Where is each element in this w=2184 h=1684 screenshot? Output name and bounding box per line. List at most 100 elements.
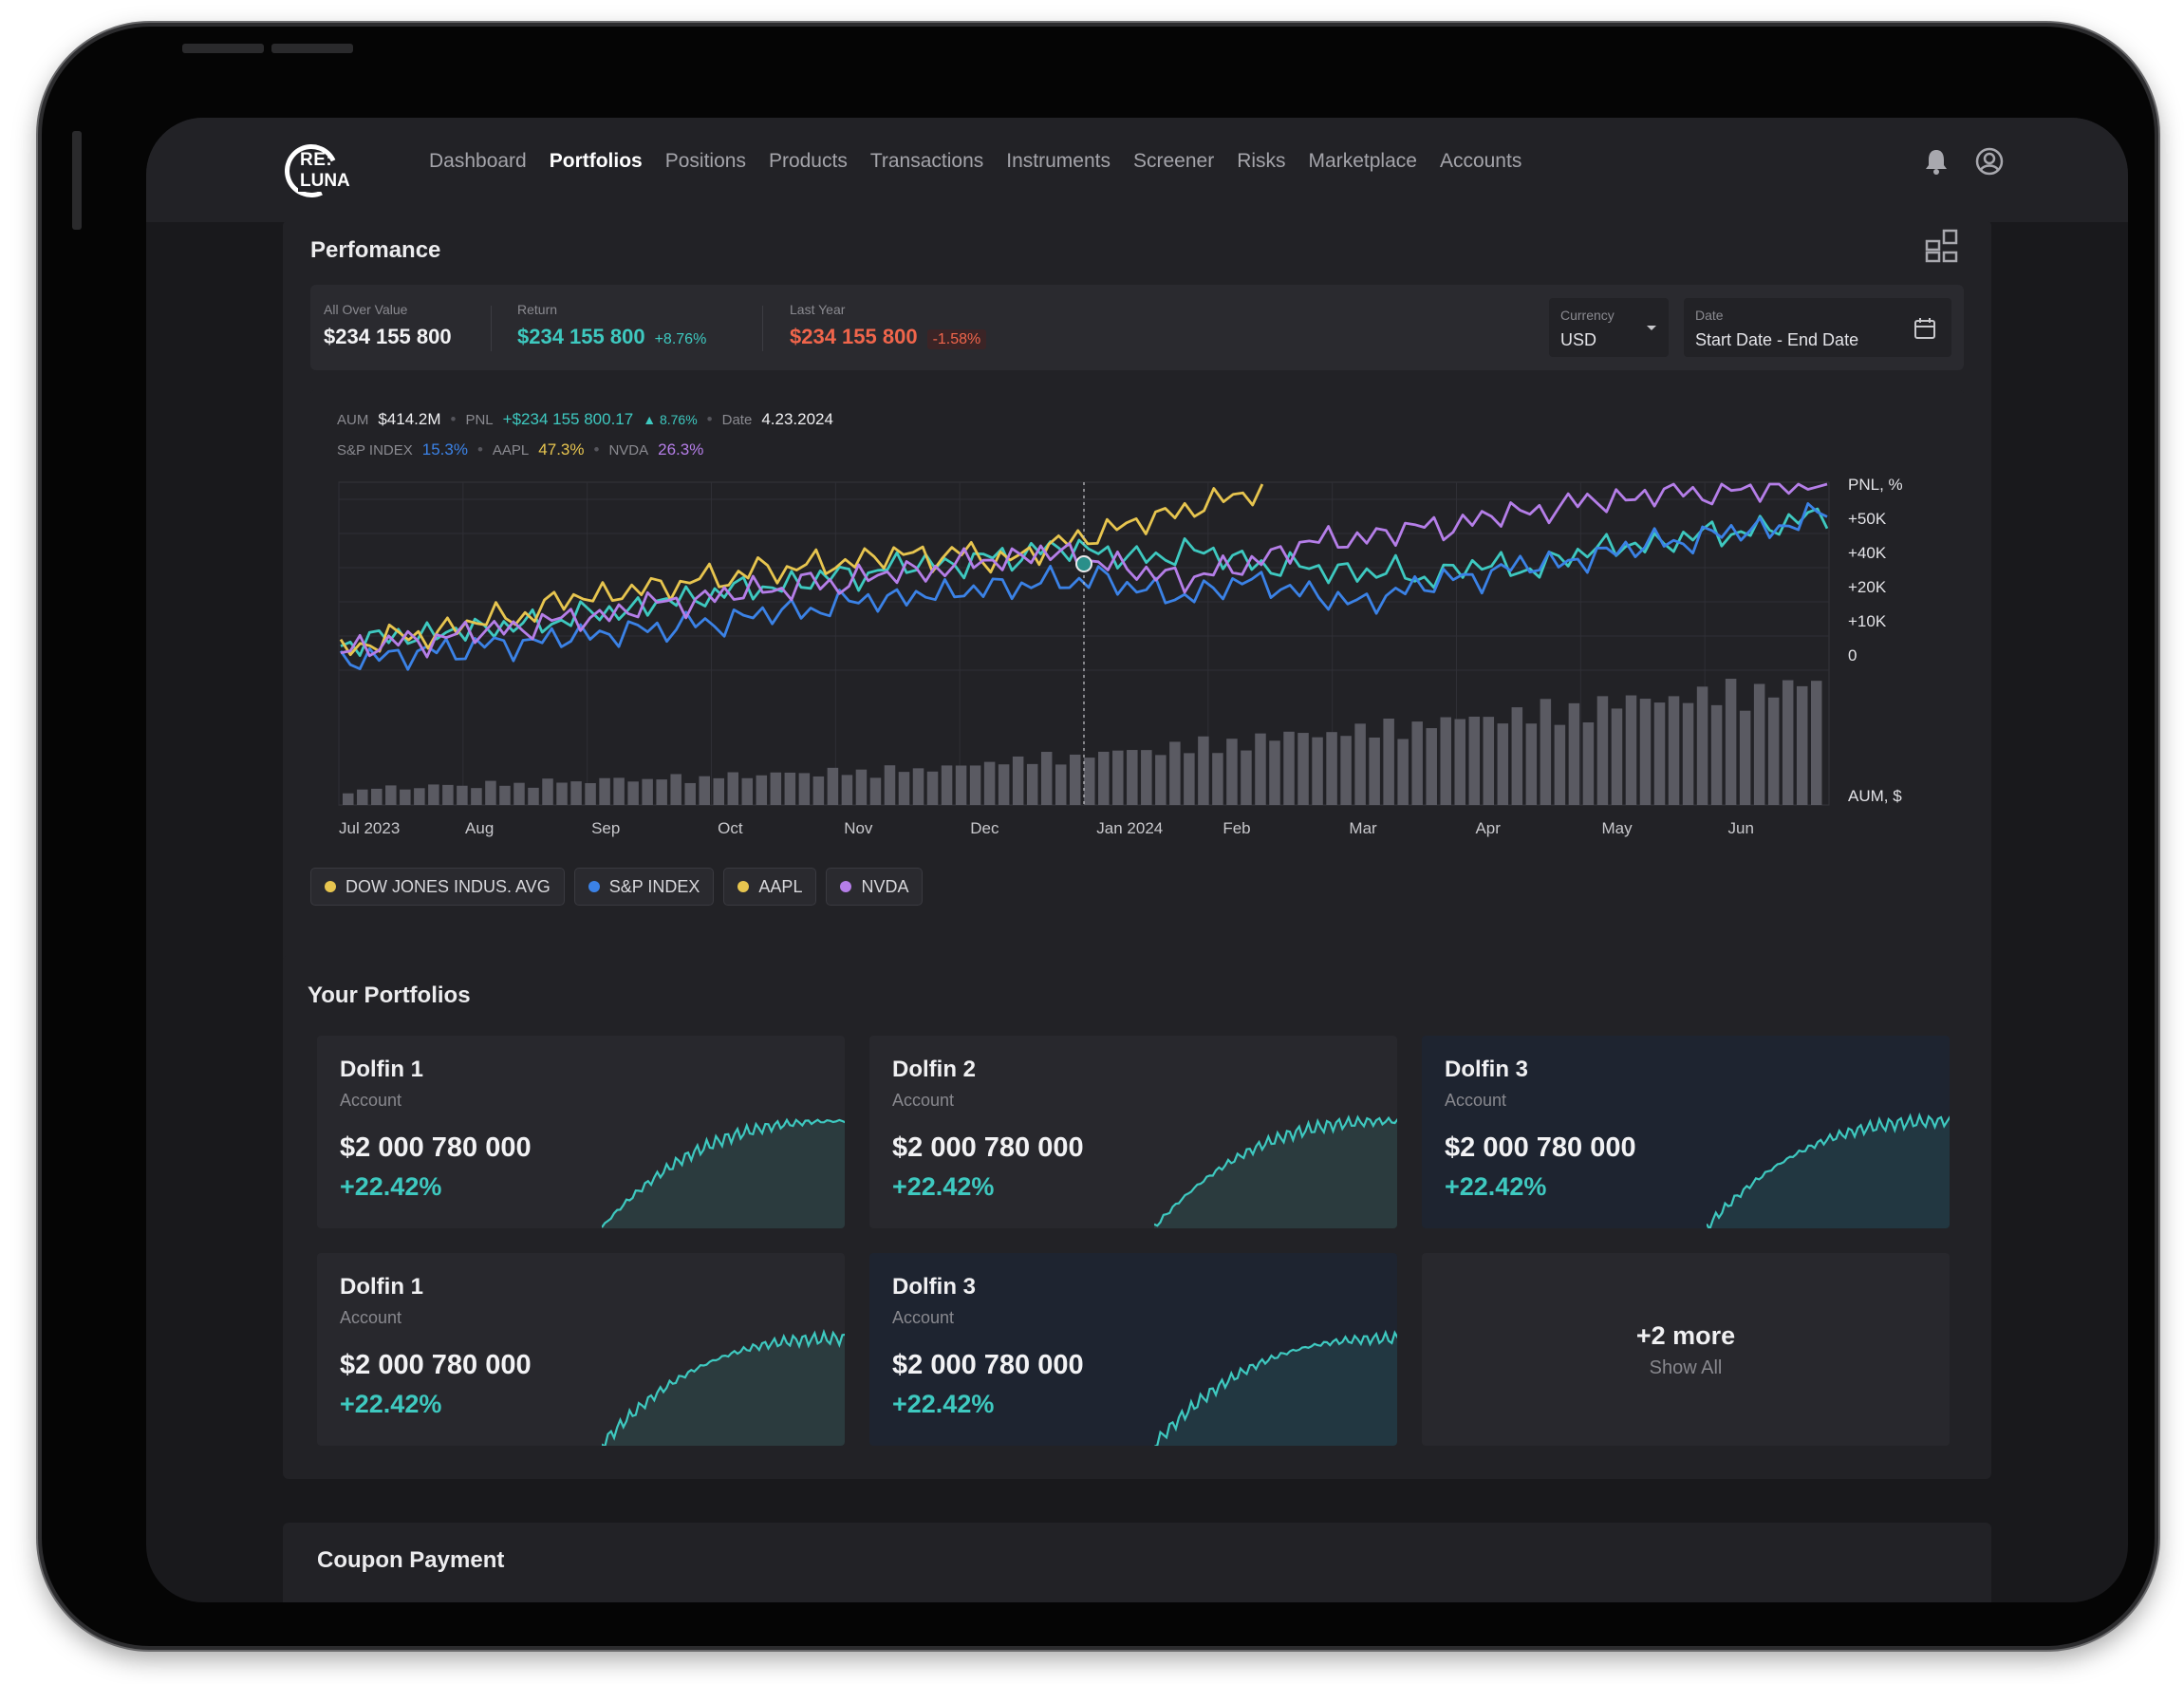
portfolio-card[interactable]: Dolfin 3 Account $2 000 780 000 +22.42% — [869, 1253, 1397, 1446]
nav-item-positions[interactable]: Positions — [664, 150, 746, 172]
aum-bar — [1568, 702, 1580, 805]
aum-bar — [684, 782, 696, 805]
coupon-section — [283, 1523, 1991, 1602]
currency-select[interactable]: Currency USD — [1549, 298, 1669, 357]
nav-item-risks[interactable]: Risks — [1237, 150, 1286, 172]
aum-bar — [1810, 681, 1822, 805]
nav-item-accounts[interactable]: Accounts — [1439, 150, 1522, 172]
nav-icons — [1923, 146, 2005, 177]
portfolio-card[interactable]: Dolfin 2 Account $2 000 780 000 +22.42% — [869, 1036, 1397, 1228]
aum-bar — [1468, 716, 1481, 805]
aum-bar — [556, 782, 568, 805]
x-axis-label: Jul 2023 — [339, 819, 400, 837]
aum-bar — [1710, 704, 1723, 805]
chevron-down-icon — [1647, 326, 1656, 330]
aum-bar — [1397, 739, 1409, 805]
legend-item-nvda[interactable]: NVDA — [826, 868, 924, 906]
tooltip-sp-value: 15.3% — [421, 440, 468, 458]
layout-grid-icon[interactable] — [1925, 228, 1961, 264]
aum-bar — [1354, 723, 1366, 805]
portfolios-title: Your Portfolios — [308, 982, 471, 1008]
portfolio-type: Account — [1445, 1091, 1507, 1110]
currency-value: USD — [1560, 330, 1597, 349]
aum-bar — [1226, 739, 1238, 805]
aum-bar — [727, 772, 739, 805]
sparkline-area — [1154, 1116, 1397, 1228]
portfolio-sparkline — [1154, 1114, 1397, 1228]
portfolio-name: Dolfin 2 — [892, 1057, 976, 1082]
bell-icon[interactable] — [1923, 147, 1950, 176]
sparkline-area — [602, 1332, 845, 1446]
aum-bar — [1269, 740, 1280, 805]
sparkline-line — [1154, 1114, 1397, 1227]
aum-bar — [570, 781, 582, 805]
aum-bar — [499, 785, 511, 805]
y-axis-label: +50K — [1848, 510, 1887, 528]
portfolio-card[interactable]: Dolfin 3 Account $2 000 780 000 +22.42% — [1422, 1036, 1950, 1228]
nav-item-dashboard[interactable]: Dashboard — [429, 150, 527, 172]
aum-bar — [998, 764, 1010, 805]
portfolio-sparkline — [602, 1328, 845, 1446]
chart-tooltip-row1: AUM $414.2M • PNL +$234 155 800.17 ▲ 8.7… — [337, 410, 833, 428]
nav-item-transactions[interactable]: Transactions — [869, 150, 984, 172]
aum-bar — [1169, 741, 1181, 805]
aum-bar — [1184, 753, 1195, 805]
top-navigation: RE: LUNA Dashboard Portfolios Positions … — [146, 118, 2128, 222]
tooltip-sp-label: S&P INDEX — [337, 441, 413, 458]
aum-bar — [642, 778, 653, 805]
show-all-portfolios-card[interactable]: +2 more Show All — [1422, 1253, 1950, 1446]
nav-item-screener[interactable]: Screener — [1132, 150, 1215, 172]
portfolio-amount: $2 000 780 000 — [340, 1350, 532, 1380]
aum-bar — [542, 778, 553, 805]
chart-canvas[interactable]: Jul 2023 Aug Sep Oct Nov Dec Jan 2024 Feb Mar Apr… — [310, 389, 1964, 851]
tablet-button-side — [72, 131, 82, 230]
aum-bar — [941, 765, 953, 805]
logo-text-bottom: LUNA — [298, 171, 352, 192]
aum-bar — [1069, 754, 1081, 805]
sparkline-area — [1156, 1332, 1397, 1446]
main-nav: Dashboard Portfolios Positions Products … — [429, 150, 1521, 173]
aum-bar — [1326, 732, 1337, 805]
aum-bar — [1725, 679, 1737, 805]
portfolio-sparkline — [1154, 1329, 1397, 1446]
legend-label: DOW JONES INDUS. AVG — [345, 876, 551, 896]
nav-item-instruments[interactable]: Instruments — [1006, 150, 1111, 172]
portfolio-type: Account — [340, 1308, 402, 1327]
stat-return-value: $234 155 800 — [517, 325, 645, 348]
portfolio-card[interactable]: Dolfin 1 Account $2 000 780 000 +22.42% — [317, 1253, 845, 1446]
tooltip-pnl-label: PNL — [465, 411, 494, 428]
aum-bar — [670, 774, 681, 805]
y-axis-label: PNL, % — [1848, 476, 1903, 494]
user-avatar-icon[interactable] — [1974, 146, 2005, 177]
aum-bar — [528, 787, 539, 805]
aum-bar — [1596, 696, 1609, 805]
y-axis-label: +10K — [1848, 612, 1887, 630]
tooltip-nvda-value: 26.3% — [658, 440, 704, 458]
calendar-icon[interactable] — [1913, 317, 1936, 340]
portfolio-card[interactable]: Dolfin 1 Account $2 000 780 000 +22.42% — [317, 1036, 845, 1228]
portfolio-change: +22.42% — [892, 1172, 995, 1201]
nav-item-products[interactable]: Products — [768, 150, 848, 172]
legend-item-dow-jones[interactable]: DOW JONES INDUS. AVG — [310, 868, 565, 906]
aum-bar — [1540, 699, 1552, 805]
legend-item-sp-index[interactable]: S&P INDEX — [573, 868, 715, 906]
aum-bar — [1483, 717, 1495, 805]
stat-return-label: Return — [517, 302, 558, 317]
nav-item-marketplace[interactable]: Marketplace — [1308, 150, 1417, 172]
aum-bar — [756, 775, 768, 805]
aum-bar — [1012, 756, 1024, 805]
legend-label: NVDA — [861, 876, 909, 896]
x-axis-label: Apr — [1475, 819, 1501, 837]
date-range-picker[interactable]: Date Start Date - End Date — [1684, 298, 1951, 357]
date-label: Date — [1695, 308, 1724, 323]
nav-item-portfolios[interactable]: Portfolios — [549, 150, 643, 172]
x-axis-label: Aug — [465, 819, 494, 837]
portfolio-change: +22.42% — [1445, 1172, 1547, 1201]
show-all-link[interactable]: Show All — [1649, 1357, 1723, 1378]
tooltip-aum-label: AUM — [337, 411, 369, 428]
legend-item-aapl[interactable]: AAPL — [723, 868, 817, 906]
aum-bar — [741, 777, 754, 805]
stat-divider — [491, 306, 492, 351]
app-logo[interactable]: RE: LUNA — [277, 137, 352, 205]
tablet-button-top-2 — [271, 44, 353, 53]
